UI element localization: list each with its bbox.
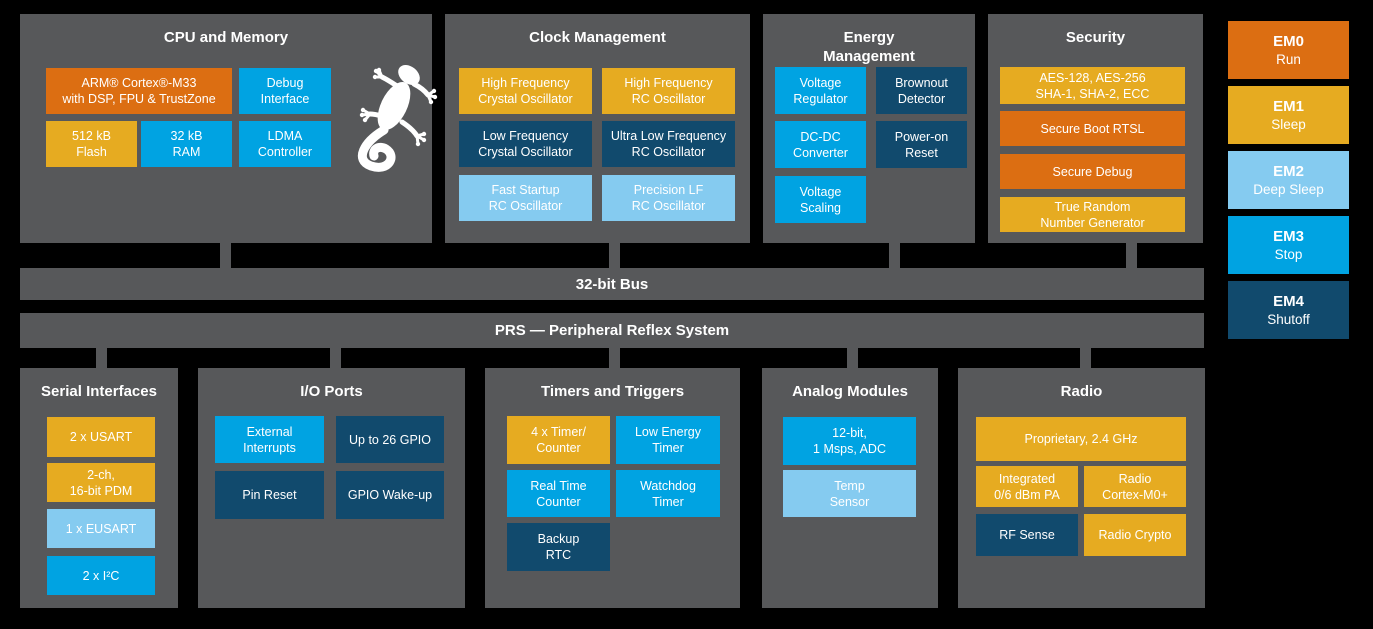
prs-bus-bar: PRS — Peripheral Reflex System — [20, 313, 1204, 348]
block-real-time-counter: Real Time Counter — [507, 470, 610, 517]
em2-name: EM2 — [1273, 163, 1304, 180]
block-ram: 32 kB RAM — [141, 121, 232, 167]
block-usart: 2 x USART — [47, 417, 155, 457]
energy-mode-em1: EM1 Sleep — [1228, 86, 1349, 144]
block-flash: 512 kB Flash — [46, 121, 137, 167]
block-secure-boot-rtsl: Secure Boot RTSL — [1000, 111, 1185, 146]
block-radio-cortex-m0plus: Radio Cortex-M0+ — [1084, 466, 1186, 507]
section-title-energy-management: Energy Management — [823, 29, 915, 65]
section-io-ports: I/O Ports External Interrupts Up to 26 G… — [198, 368, 465, 608]
block-low-energy-timer: Low Energy Timer — [616, 416, 720, 464]
gecko-icon — [357, 65, 438, 172]
em1-name: EM1 — [1273, 98, 1304, 115]
block-brownout-detector: Brownout Detector — [876, 67, 967, 114]
block-ldma-controller: LDMA Controller — [239, 121, 331, 167]
em1-mode-label: Sleep — [1271, 117, 1306, 132]
block-crypto-engines: AES-128, AES-256 SHA-1, SHA-2, ECC — [1000, 67, 1185, 104]
em2-mode-label: Deep Sleep — [1253, 182, 1324, 197]
bus-connector — [220, 243, 231, 268]
block-i2c: 2 x I²C — [47, 556, 155, 595]
block-pdm: 2-ch, 16-bit PDM — [47, 463, 155, 502]
block-backup-rtc: Backup RTC — [507, 523, 610, 571]
bus-connector — [330, 348, 341, 368]
bus-connector — [96, 348, 107, 368]
bus-connector — [847, 348, 858, 368]
block-true-random-number-generator: True Random Number Generator — [1000, 197, 1185, 232]
section-energy-management: Energy Management Voltage Regulator Brow… — [763, 14, 975, 243]
bus-connector — [609, 348, 620, 368]
section-cpu-and-memory: CPU and Memory ARM® Cortex®-M33 with DSP… — [20, 14, 438, 243]
block-pin-reset: Pin Reset — [215, 471, 324, 519]
em4-name: EM4 — [1273, 293, 1304, 310]
section-security: Security AES-128, AES-256 SHA-1, SHA-2, … — [988, 14, 1203, 243]
bus-connector — [889, 243, 900, 268]
section-title-serial-interfaces: Serial Interfaces — [41, 383, 157, 400]
block-temp-sensor: Temp Sensor — [783, 470, 916, 517]
system-bus-bar: 32-bit Bus — [20, 268, 1204, 300]
section-title-radio: Radio — [1060, 383, 1103, 400]
block-rf-sense: RF Sense — [976, 514, 1078, 556]
energy-mode-em0: EM0 Run — [1228, 21, 1349, 79]
section-title-security: Security — [1065, 29, 1126, 46]
section-title-cpu-and-memory: CPU and Memory — [163, 29, 289, 46]
block-hf-rc-oscillator: High Frequency RC Oscillator — [602, 68, 735, 114]
block-adc: 12-bit, 1 Msps, ADC — [783, 417, 916, 465]
block-gpio: Up to 26 GPIO — [336, 416, 444, 463]
energy-mode-em2: EM2 Deep Sleep — [1228, 151, 1349, 209]
block-ultra-lf-rc-oscillator: Ultra Low Frequency RC Oscillator — [602, 121, 735, 167]
block-dcdc-converter: DC-DC Converter — [775, 121, 866, 168]
block-precision-lf-rc-oscillator: Precision LF RC Oscillator — [602, 175, 735, 221]
block-proprietary-radio: Proprietary, 2.4 GHz — [976, 417, 1186, 461]
block-watchdog-timer: Watchdog Timer — [616, 470, 720, 517]
block-voltage-scaling: Voltage Scaling — [775, 176, 866, 223]
block-lf-crystal-oscillator: Low Frequency Crystal Oscillator — [459, 121, 592, 167]
section-title-analog-modules: Analog Modules — [792, 383, 908, 400]
block-radio-crypto: Radio Crypto — [1084, 514, 1186, 556]
block-hf-crystal-oscillator: High Frequency Crystal Oscillator — [459, 68, 592, 114]
block-voltage-regulator: Voltage Regulator — [775, 67, 866, 114]
em4-mode-label: Shutoff — [1267, 312, 1310, 327]
section-analog-modules: Analog Modules 12-bit, 1 Msps, ADC Temp … — [762, 368, 938, 608]
block-external-interrupts: External Interrupts — [215, 416, 324, 463]
section-radio: Radio Proprietary, 2.4 GHz Integrated 0/… — [958, 368, 1205, 608]
section-title-io-ports: I/O Ports — [300, 383, 363, 400]
energy-mode-em4: EM4 Shutoff — [1228, 281, 1349, 339]
bus-connector — [1126, 243, 1137, 268]
energy-mode-em3: EM3 Stop — [1228, 216, 1349, 274]
block-power-on-reset: Power-on Reset — [876, 121, 967, 168]
section-title-timers-and-triggers: Timers and Triggers — [540, 383, 685, 400]
em3-mode-label: Stop — [1274, 247, 1303, 262]
block-debug-interface: Debug Interface — [239, 68, 331, 114]
em3-name: EM3 — [1273, 228, 1304, 245]
block-fast-startup-rc-oscillator: Fast Startup RC Oscillator — [459, 175, 592, 221]
em0-mode-label: Run — [1276, 52, 1301, 67]
block-gpio-wakeup: GPIO Wake-up — [336, 471, 444, 519]
block-eusart: 1 x EUSART — [47, 509, 155, 548]
bus-connector — [609, 243, 620, 268]
bus-connector — [1080, 348, 1091, 368]
block-arm-cortex-m33: ARM® Cortex®-M33 with DSP, FPU & TrustZo… — [46, 68, 232, 114]
section-timers-and-triggers: Timers and Triggers 4 x Timer/ Counter L… — [485, 368, 740, 608]
block-secure-debug: Secure Debug — [1000, 154, 1185, 189]
section-clock-management: Clock Management High Frequency Crystal … — [445, 14, 750, 243]
block-integrated-pa: Integrated 0/6 dBm PA — [976, 466, 1078, 507]
section-serial-interfaces: Serial Interfaces 2 x USART 2-ch, 16-bit… — [20, 368, 178, 608]
block-timer-counter: 4 x Timer/ Counter — [507, 416, 610, 464]
em0-name: EM0 — [1273, 33, 1304, 50]
section-title-clock-management: Clock Management — [529, 29, 666, 46]
